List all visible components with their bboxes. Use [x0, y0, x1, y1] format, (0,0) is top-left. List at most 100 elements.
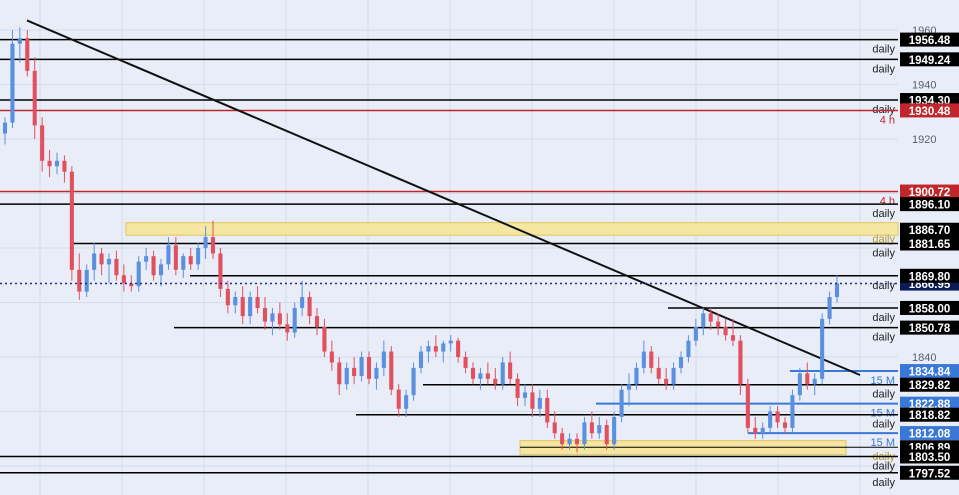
price-tag-box [900, 377, 959, 392]
price-tag-box [900, 396, 959, 411]
candle-down [805, 373, 810, 385]
candle-up [136, 261, 141, 287]
price-tag-box [900, 320, 959, 335]
level-timeframe-label: daily [872, 208, 895, 220]
candle-up [270, 313, 275, 322]
candle-down [782, 422, 788, 428]
candle-up [537, 397, 542, 409]
candle-up [181, 256, 186, 270]
level-timeframe-label: daily [872, 248, 895, 260]
candle-down [396, 389, 401, 409]
candle-down [329, 351, 334, 363]
candle-down [25, 38, 30, 71]
candle-down [262, 307, 268, 322]
price-tag-label: 1797.52 [909, 468, 951, 480]
price-tag-label: 1850.78 [909, 323, 951, 335]
price-tag-label: 1834.84 [909, 367, 951, 379]
candles [2, 27, 840, 453]
price-tag-box [900, 300, 959, 315]
candle-down [552, 422, 557, 434]
level-timeframe-label: daily [872, 460, 895, 472]
price-tag-box [900, 184, 959, 199]
price-tag-label: 1949.24 [909, 55, 951, 67]
candle-down [129, 283, 134, 287]
candle-up [834, 283, 840, 298]
trendline [26, 19, 861, 376]
candle-up [92, 253, 97, 270]
price-tag-label: 1818.82 [909, 410, 951, 422]
level-timeframe-label: daily [872, 332, 895, 344]
candle-down [151, 256, 156, 276]
level-timeframe-label: daily [872, 312, 895, 324]
price-tag-label: 1829.82 [909, 380, 951, 392]
price-tag-label: 1881.65 [909, 239, 951, 251]
candle-down [389, 351, 394, 390]
candle-down [322, 327, 327, 352]
candle-up [827, 297, 832, 319]
candle-down [366, 357, 372, 379]
candle-down [485, 373, 490, 379]
candle-down [716, 321, 721, 328]
candle-down [32, 70, 37, 126]
candle-down [604, 425, 609, 445]
candle-down [255, 297, 260, 308]
axis-tick-label: 1940 [912, 80, 936, 92]
zone-box [125, 222, 899, 236]
price-tag-box [900, 449, 959, 464]
price-tag-box [900, 197, 959, 212]
candle-up [626, 384, 632, 390]
candle-down [775, 411, 780, 423]
candle-up [300, 297, 305, 308]
candle-down [173, 245, 178, 270]
axis-tick-label: 1920 [912, 134, 936, 146]
candle-down [77, 269, 82, 292]
candle-up [292, 307, 297, 333]
price-tag-box [900, 103, 959, 118]
candle-up [17, 38, 22, 44]
candle-down [656, 367, 661, 379]
candle-up [2, 122, 8, 134]
candle-up [768, 411, 773, 428]
trendline-group [26, 19, 861, 376]
candle-down [589, 422, 594, 434]
axis-tick-label: 1840 [912, 352, 936, 364]
candle-down [745, 384, 750, 428]
price-axis: 19601940192018401956.481949.241934.30193… [900, 25, 959, 480]
candle-up [597, 425, 602, 434]
price-tag-label: 1869.80 [909, 271, 951, 283]
candle-up [634, 367, 639, 385]
candle-down [470, 367, 476, 379]
level-timeframe-label: daily [872, 389, 895, 401]
candle-down [314, 316, 320, 328]
candle-down [188, 256, 193, 265]
candle-down [210, 237, 216, 254]
candle-down [708, 313, 713, 322]
candle-up [701, 313, 706, 328]
price-tag-box [900, 268, 959, 283]
candle-down [285, 324, 290, 333]
candle-up [203, 237, 208, 248]
candle-down [730, 335, 736, 341]
candle-up [54, 160, 60, 167]
price-tag-label: 1812.08 [909, 429, 951, 441]
candle-up [418, 351, 424, 368]
level-timeframe-label: 4 h [880, 114, 895, 126]
candle-up [582, 422, 587, 445]
candle-down [530, 392, 535, 409]
candle-up [820, 318, 825, 379]
level-timeframe-label: 15 M [871, 408, 895, 420]
candle-up [166, 245, 171, 265]
candle-up [797, 373, 802, 396]
candle-up [478, 373, 483, 379]
candle-up [374, 367, 379, 379]
candle-up [760, 427, 765, 434]
candle-up [344, 367, 349, 385]
candle-down [493, 378, 498, 385]
candle-up [612, 416, 617, 445]
level-timeframe-label: daily [872, 419, 895, 431]
candle-down [738, 340, 743, 385]
candle-up [359, 357, 364, 377]
price-tag-label: 1896.10 [909, 200, 951, 212]
candle-up [619, 389, 624, 417]
